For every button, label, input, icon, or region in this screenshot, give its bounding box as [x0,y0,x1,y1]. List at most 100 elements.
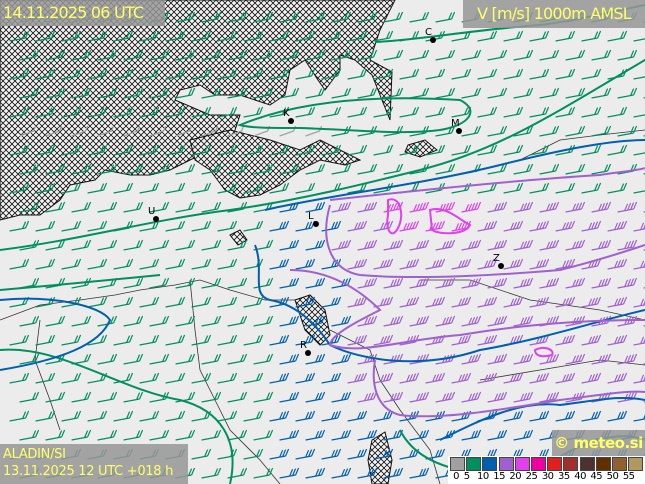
wind-barb [191,30,212,42]
legend-swatch [563,457,579,471]
wind-barb [633,298,645,308]
wind-barb [347,220,368,232]
wind-barb [357,163,378,175]
wind-barb [305,125,323,137]
wind-barb [253,429,274,441]
wind-barb [513,239,534,251]
wind-barb [503,30,524,42]
wind-barb [451,334,472,346]
wind-barb [269,144,290,156]
wind-barb [383,163,404,175]
wind-barb [97,315,118,327]
wind-barb [175,87,196,99]
wind-barb [295,448,316,460]
wind-barb [383,277,404,289]
wind-barb [529,68,550,80]
wind-barb [529,258,550,270]
wind-barb [503,410,524,422]
isotach-10 [0,139,645,441]
wind-barb [123,353,144,365]
wind-barb [373,30,394,42]
wind-barb [331,429,352,441]
wind-barb [539,239,560,251]
wind-barb [97,163,118,175]
wind-barb [19,49,40,61]
isotach-5-ridge [237,97,472,134]
wind-barb [201,87,222,99]
wind-barb [45,391,66,403]
wind-barb [383,353,404,365]
wind-barb [607,410,628,422]
wind-barb [409,353,430,365]
city-label: U [148,206,155,217]
legend-tick: 25 [525,471,538,482]
legend-tick: 5 [463,471,470,482]
legend-swatch [612,457,627,471]
wind-barb [123,49,144,61]
wind-barb [175,239,196,251]
wind-barb [87,68,108,80]
legend-swatch [466,457,482,471]
wind-barb [217,68,238,80]
wind-barb [113,144,134,156]
wind-barb [607,106,628,118]
wind-barb [9,258,30,270]
copyright-label: © meteo.si [552,430,645,456]
wind-barb [269,220,290,232]
wind-barb [513,277,534,289]
wind-barb [149,201,170,213]
wind-barb [331,11,352,23]
wind-barb [539,391,560,403]
wind-barb [201,201,222,213]
wind-barb [175,277,196,289]
wind-barb [305,467,326,479]
wind-barb [227,49,248,61]
wind-barb [227,87,248,99]
wind-barb [513,49,534,61]
wind-barb [175,429,196,441]
wind-barb [305,87,326,99]
wind-barb [243,296,264,308]
wind-barb [269,296,290,308]
wind-barb [383,201,404,213]
wind-barb [435,391,456,403]
wind-barb [461,353,482,365]
wind-barb [607,182,628,194]
wind-barb [357,277,378,289]
wind-barb [399,372,420,384]
wind-barb [295,372,316,384]
wind-barb [253,391,274,403]
wind-barb [123,125,141,137]
wind-barb [539,201,560,213]
wind-barb [617,201,638,213]
wind-barb [425,258,446,270]
wind-barb [243,68,264,80]
wind-barb [581,296,602,308]
wind-barb [555,106,576,118]
wind-barb [279,49,300,61]
wind-barb [71,49,92,61]
wind-barb [409,49,430,61]
wind-barb [581,68,602,80]
wind-barb [295,334,316,346]
city-label: R [300,340,307,351]
wind-barb [399,296,420,308]
wind-barb [113,182,134,194]
wind-barb [61,106,82,118]
legend-swatch [482,457,498,471]
legend-swatch [514,457,530,471]
wind-barb [539,163,560,175]
legend-swatch [628,457,644,471]
wind-barb [35,220,56,232]
wind-barb [217,296,238,308]
city-marker [456,128,462,134]
wind-barb [581,372,602,384]
wind-barb [399,106,420,118]
wind-barb [513,353,534,365]
wind-barb [175,163,196,175]
wind-barb [461,429,482,441]
wind-barb [97,429,118,441]
city-label: C [425,27,432,38]
wind-barb [191,296,212,308]
wind-barb [71,201,92,213]
